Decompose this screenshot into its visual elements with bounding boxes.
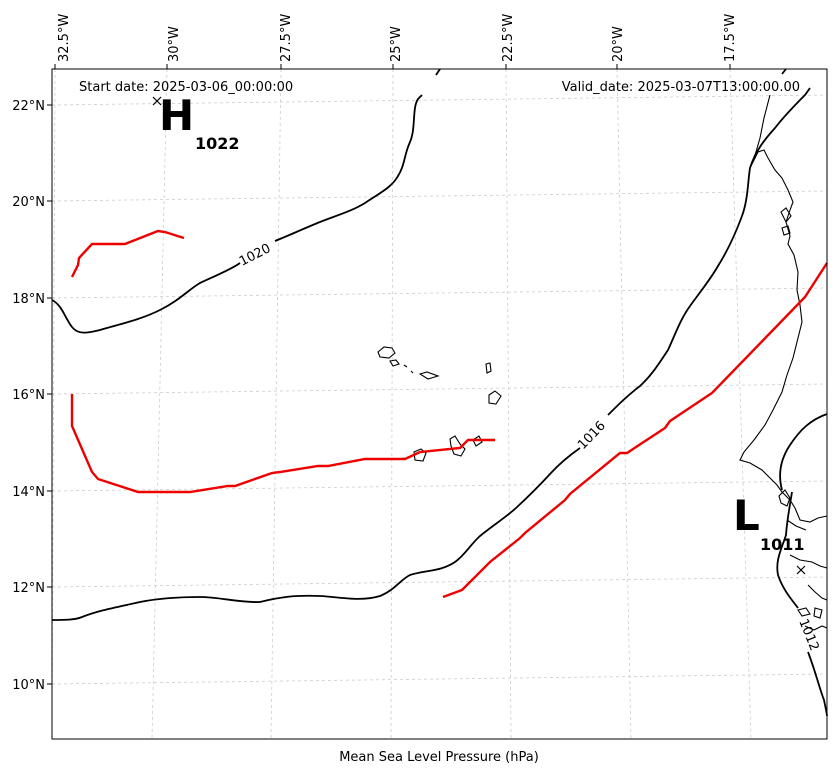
isobar-1020 <box>51 94 423 334</box>
map-border <box>51 68 828 740</box>
front-line <box>70 229 185 278</box>
lon-tick-label: 22.5°W <box>501 14 516 62</box>
latitude-axis: 22°N 20°N 18°N 16°N 14°N 12°N 10°N <box>12 99 52 693</box>
front-line <box>442 262 829 599</box>
lon-tick-label: 17.5°W <box>723 14 738 62</box>
x-axis-label: Mean Sea Level Pressure (hPa) <box>339 750 539 765</box>
lon-tick-label: 30°W <box>167 26 182 62</box>
start-date-label: Start date: 2025-03-06_00:00:00 <box>79 80 293 95</box>
isobars <box>51 68 828 717</box>
coastline-west-africa <box>739 94 828 631</box>
lat-tick-label: 16°N <box>12 388 45 403</box>
front-line <box>70 394 495 494</box>
lon-tick-label: 20°W <box>611 26 626 62</box>
valid-date-label: Valid_date: 2025-03-07T13:00:00.00 <box>562 80 800 95</box>
map-frame <box>52 69 827 739</box>
low-center-marker <box>796 565 806 575</box>
high-pressure-symbol: H <box>159 91 194 140</box>
lat-tick-label: 10°N <box>12 678 45 693</box>
lat-tick-label: 18°N <box>12 292 45 307</box>
lon-tick-label: 25°W <box>389 26 404 62</box>
lat-tick-label: 22°N <box>12 99 45 114</box>
high-pressure-value: 1022 <box>195 134 240 153</box>
lat-tick-label: 12°N <box>12 581 45 596</box>
lat-tick-label: 20°N <box>12 195 45 210</box>
front-lines <box>70 229 829 599</box>
low-pressure-symbol: L <box>733 491 760 540</box>
lon-tick-label: 27.5°W <box>279 14 294 62</box>
low-pressure-value: 1011 <box>760 535 805 554</box>
isobar-1016 <box>51 87 811 621</box>
longitude-axis: 32.5°W 30°W 27.5°W 25°W 22.5°W 20°W 17.5… <box>54 14 738 69</box>
high-center-marker <box>152 96 162 106</box>
lon-tick-label: 32.5°W <box>57 14 72 62</box>
lat-tick-label: 14°N <box>12 485 45 500</box>
